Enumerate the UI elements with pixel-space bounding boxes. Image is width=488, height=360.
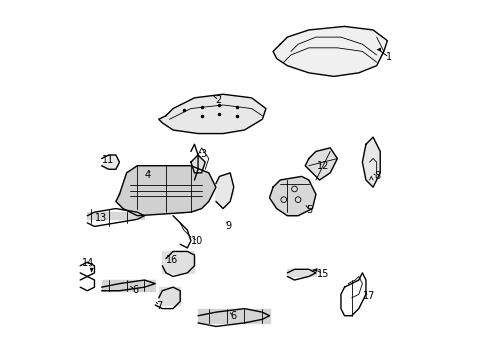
Text: 9: 9 xyxy=(224,221,231,231)
Text: 6: 6 xyxy=(132,285,138,295)
Text: 10: 10 xyxy=(191,237,203,247)
Polygon shape xyxy=(190,155,205,173)
Text: 13: 13 xyxy=(95,213,107,223)
Text: 3: 3 xyxy=(200,149,206,159)
Polygon shape xyxy=(362,137,380,187)
Polygon shape xyxy=(162,251,194,273)
Text: 14: 14 xyxy=(82,258,94,268)
Polygon shape xyxy=(87,212,144,219)
Polygon shape xyxy=(269,176,315,216)
Polygon shape xyxy=(287,269,315,276)
Polygon shape xyxy=(272,26,386,76)
Text: 7: 7 xyxy=(156,301,163,311)
Text: 16: 16 xyxy=(166,255,178,265)
Polygon shape xyxy=(198,309,269,323)
Polygon shape xyxy=(159,287,180,305)
Text: 2: 2 xyxy=(215,95,222,105)
Polygon shape xyxy=(159,94,265,134)
Text: 11: 11 xyxy=(102,156,114,165)
Text: 15: 15 xyxy=(316,269,328,279)
Text: 17: 17 xyxy=(362,291,374,301)
Polygon shape xyxy=(102,280,155,291)
Polygon shape xyxy=(305,148,337,180)
Polygon shape xyxy=(102,155,119,169)
Text: 12: 12 xyxy=(316,161,328,171)
Text: 8: 8 xyxy=(374,171,380,181)
Polygon shape xyxy=(116,166,216,216)
Polygon shape xyxy=(216,173,233,208)
Text: 5: 5 xyxy=(306,205,312,215)
Text: 4: 4 xyxy=(144,170,150,180)
Text: 1: 1 xyxy=(386,53,391,63)
Text: 6: 6 xyxy=(230,311,236,321)
